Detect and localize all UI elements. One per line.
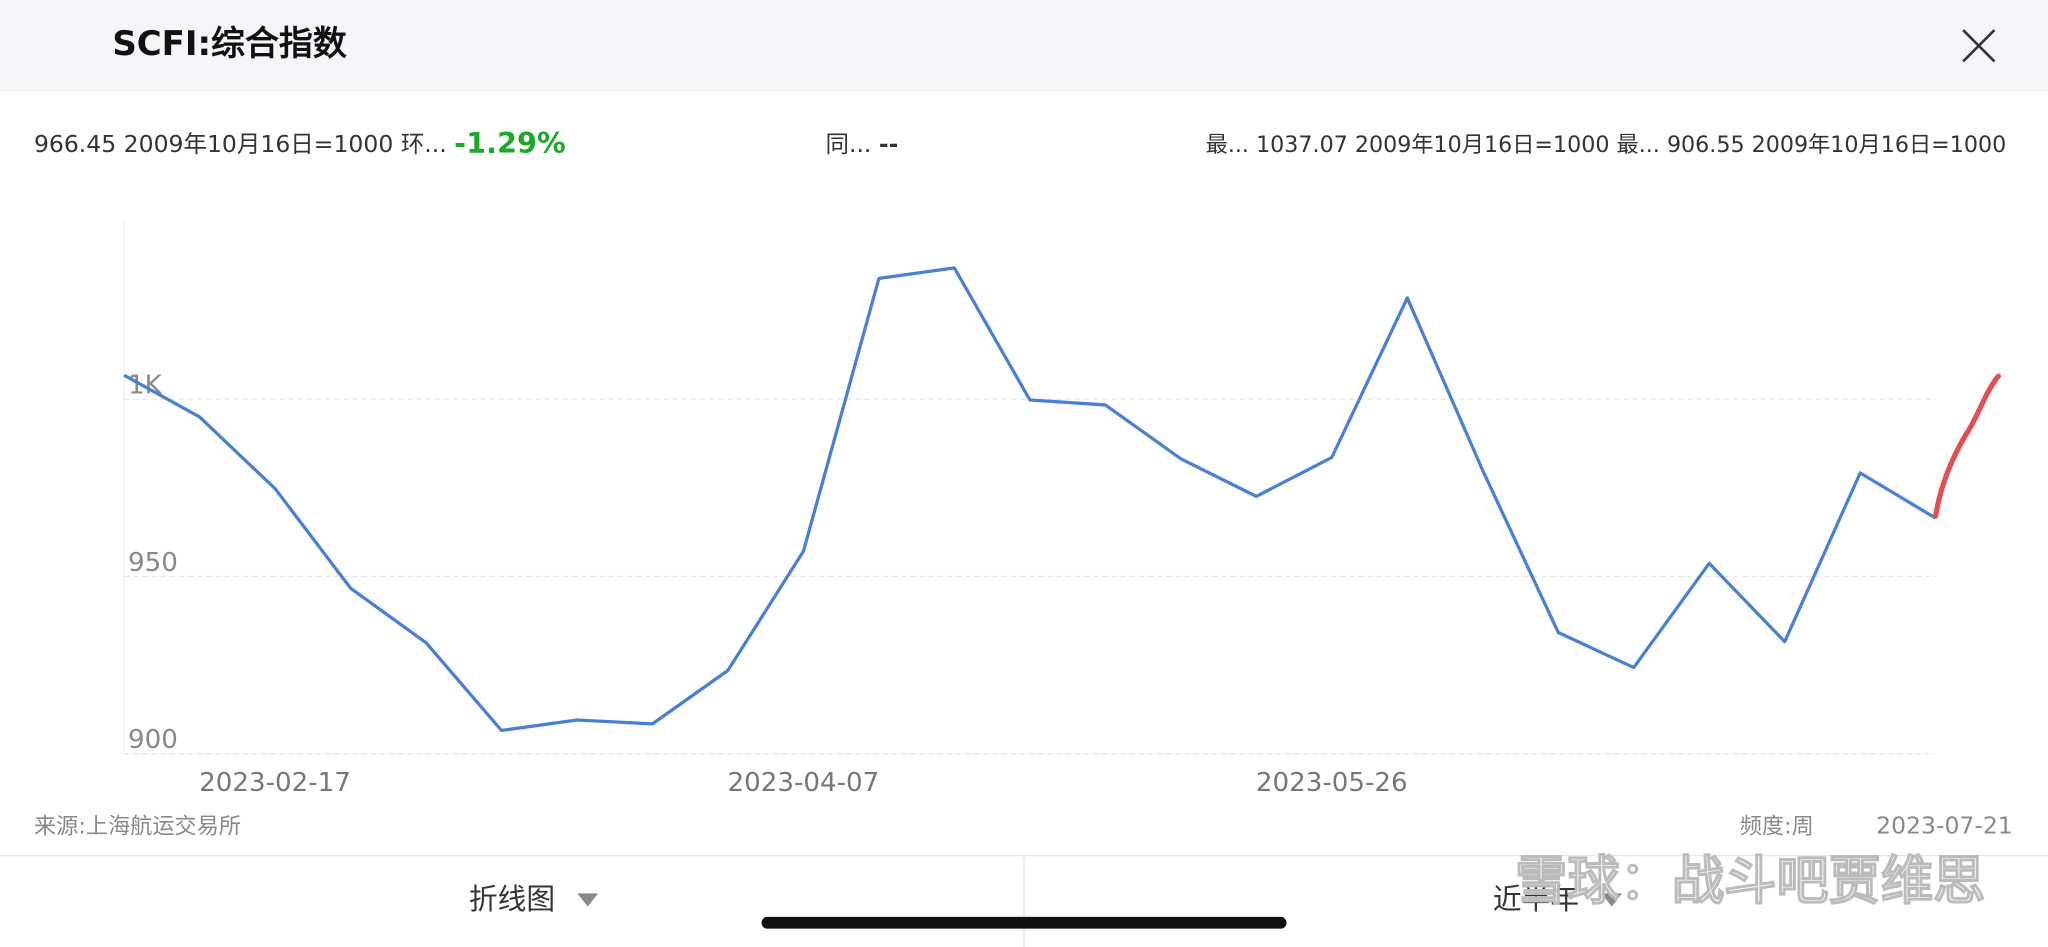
home-indicator (761, 916, 1287, 929)
stat-label: 最... (1206, 132, 1249, 158)
close-button[interactable] (1962, 29, 1996, 63)
x-tick-label: 2023-02-17 (199, 768, 351, 798)
y-tick-label: 950 (128, 548, 178, 578)
stat-value: 966.45 (34, 130, 116, 158)
stat: 966.45 2009年10月16日=1000 环... -1.29% (34, 126, 566, 160)
range-dropdown[interactable]: 近半年 (1493, 882, 1623, 916)
stat-value: 906.55 (1667, 132, 1745, 158)
stat-unit: 2009年10月16日=1000 (1752, 132, 2007, 158)
data-line (123, 266, 1937, 733)
dropdown-label: 近半年 (1493, 882, 1579, 916)
title: SCFI:综合指数 (112, 24, 347, 64)
frequency: 频度:周 (1740, 813, 1814, 839)
stat: 同... -- (825, 130, 898, 158)
stat-value: -- (879, 130, 899, 158)
stat-value: 1037.07 (1256, 132, 1348, 158)
stat-label: 环... (401, 130, 447, 158)
annotation-stroke (1933, 373, 2001, 519)
x-tick-label: 2023-05-26 (1256, 768, 1408, 798)
stat-label: 同... (825, 130, 871, 158)
stat-unit: 2009年10月16日=1000 (1355, 132, 1610, 158)
last-date: 2023-07-21 (1876, 811, 2013, 839)
chart-type-dropdown[interactable]: 折线图 (469, 882, 599, 916)
stat-label: 最... (1617, 132, 1660, 158)
stat: 最... 1037.07 2009年10月16日=1000 最... 906.5… (1206, 132, 2007, 158)
stat-unit: 2009年10月16日=1000 (124, 130, 394, 158)
watermark: 雪球：战斗吧贾维思 (1515, 851, 1985, 911)
header-bar (0, 0, 2048, 92)
y-tick-label: 900 (128, 725, 178, 755)
dropdown-label: 折线图 (469, 882, 555, 916)
x-tick-label: 2023-04-07 (728, 768, 880, 798)
source: 来源:上海航运交易所 (34, 813, 241, 839)
stat-value: -1.29% (454, 126, 566, 160)
